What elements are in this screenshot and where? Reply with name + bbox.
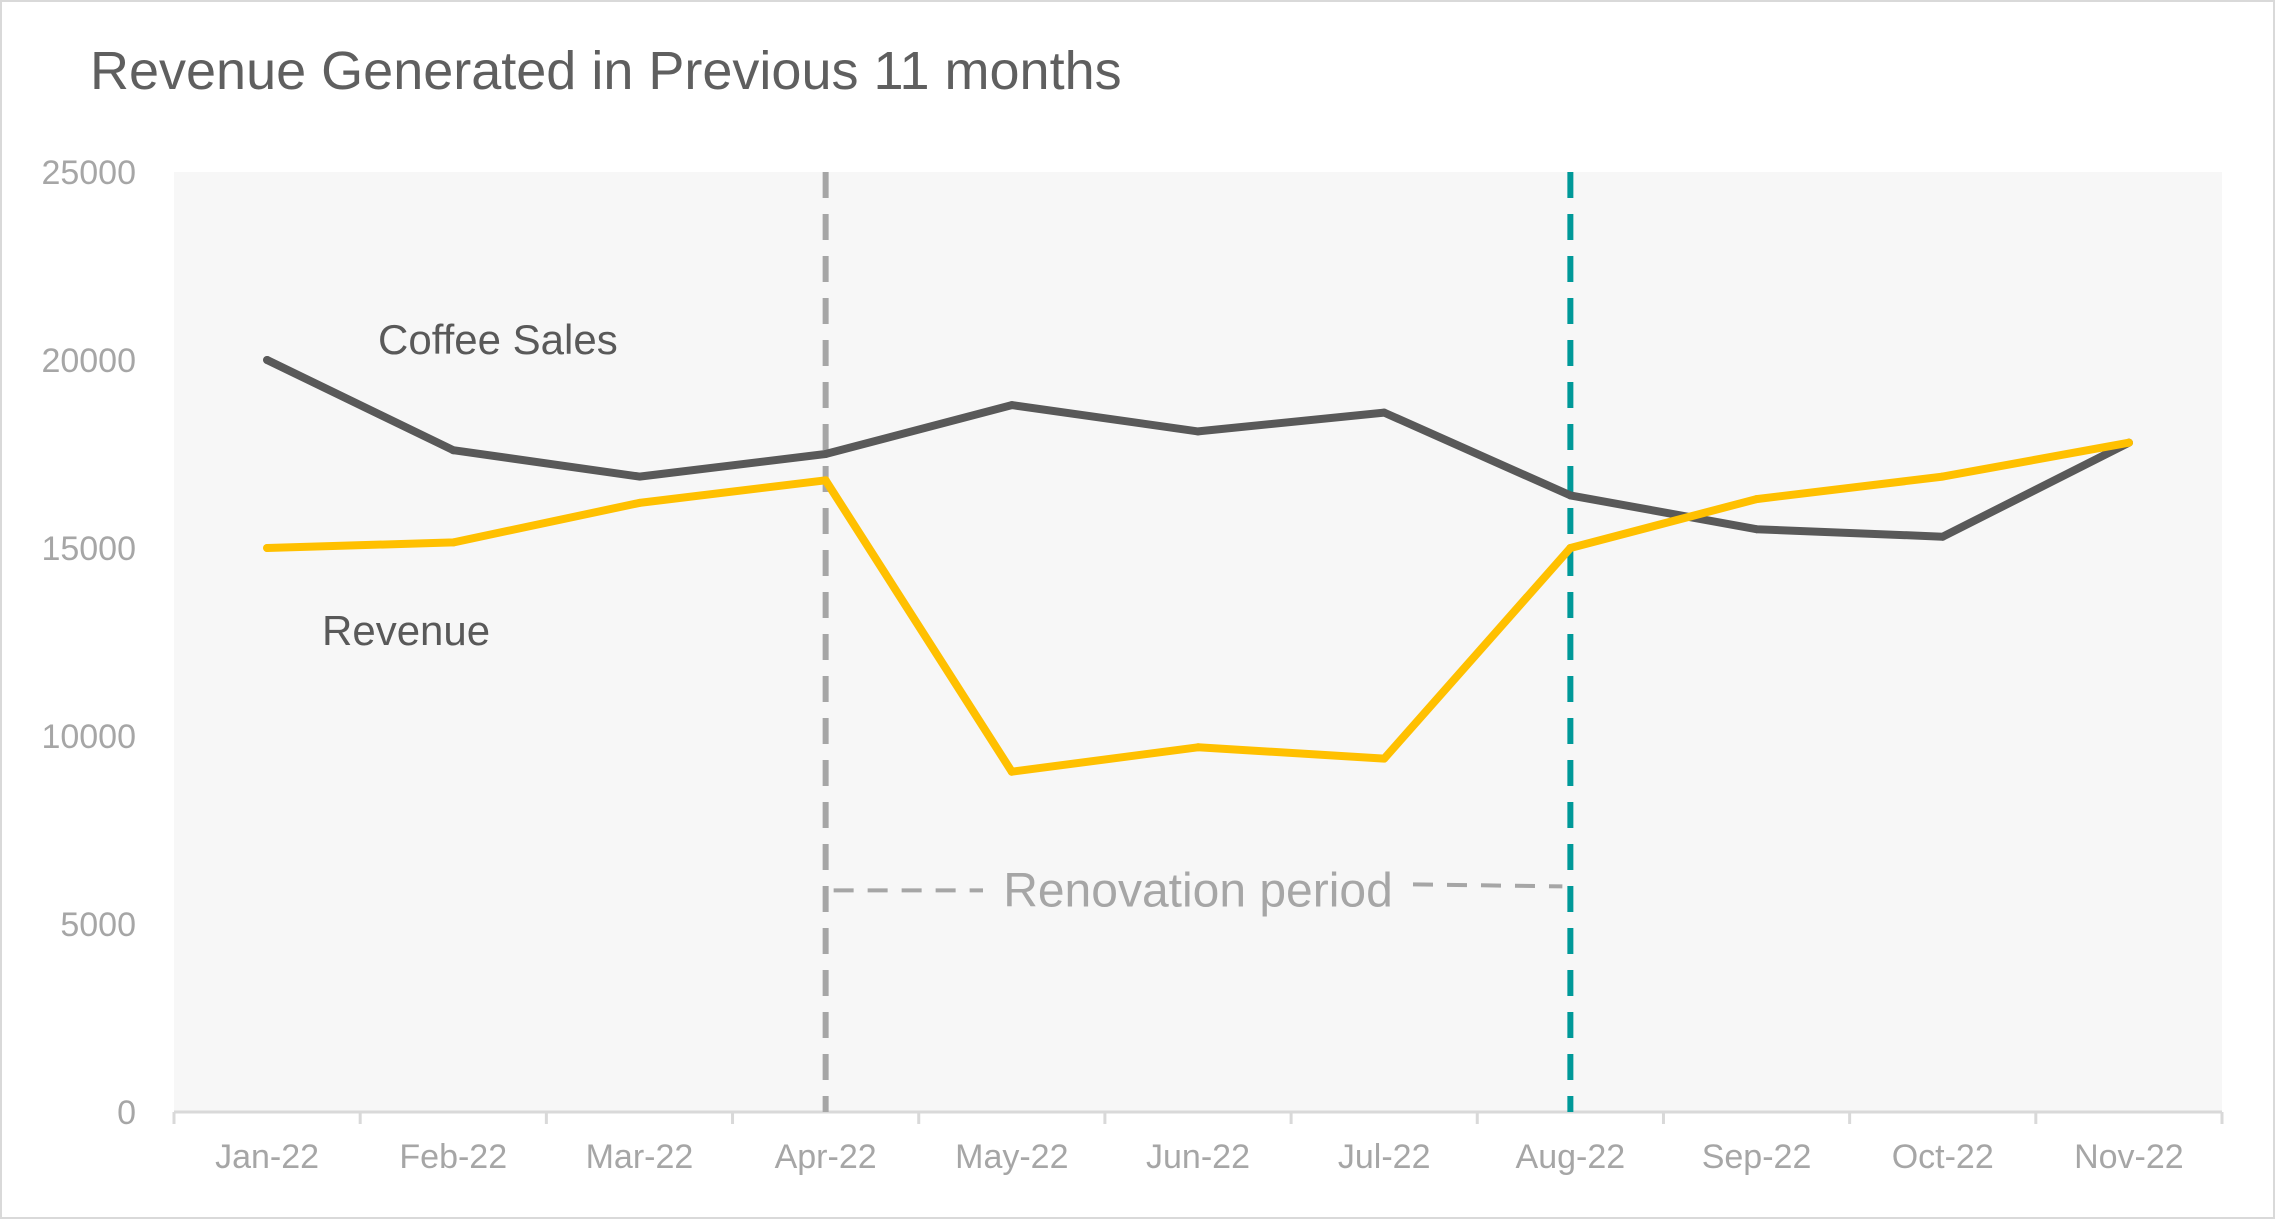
x-tick-label: Jan-22 [215,1138,319,1176]
data-point [1566,544,1575,552]
data-point [1752,525,1761,534]
y-tick-label: 0 [117,1094,136,1132]
x-tick-label: Feb-22 [399,1138,507,1176]
chart-title: Revenue Generated in Previous 11 months [90,41,1122,101]
plot-area [174,172,2222,1112]
data-point [1380,408,1389,417]
x-tick-label: Apr-22 [775,1138,877,1176]
series-label-coffee-sales: Coffee Sales [378,316,618,363]
data-point [1194,743,1202,752]
data-point [449,538,458,547]
y-tick-label: 15000 [41,530,136,568]
data-point [635,472,644,481]
y-tick-label: 10000 [41,718,136,756]
data-point [263,356,272,364]
x-tick-label: Jun-22 [1146,1138,1250,1176]
data-point [1007,767,1016,776]
series-label-revenue: Revenue [322,607,490,654]
y-tick-label: 20000 [41,342,136,380]
data-point [821,476,830,485]
data-point [1007,401,1016,410]
data-point [635,498,644,507]
data-point [2124,438,2133,447]
data-point [1938,532,1947,541]
x-tick-label: Sep-22 [1702,1138,1812,1176]
y-tick-label: 5000 [60,906,136,944]
data-point [1566,491,1575,500]
annotation-dash-right [1412,882,1563,889]
x-tick-label: Oct-22 [1892,1138,1994,1176]
x-tick-label: Mar-22 [586,1138,694,1176]
data-point [449,446,458,455]
x-tick-label: Aug-22 [1516,1138,1626,1176]
data-point [1380,754,1389,763]
x-tick-label: Jul-22 [1338,1138,1431,1176]
x-tick-label: Nov-22 [2074,1138,2184,1176]
y-tick-label: 25000 [41,154,136,192]
x-tick-label: May-22 [955,1138,1068,1176]
data-point [1752,495,1761,504]
data-point [821,450,830,458]
annotation-label: Renovation period [1003,864,1393,917]
data-point [263,544,272,552]
data-point [1938,472,1947,481]
data-point [1194,427,1202,436]
